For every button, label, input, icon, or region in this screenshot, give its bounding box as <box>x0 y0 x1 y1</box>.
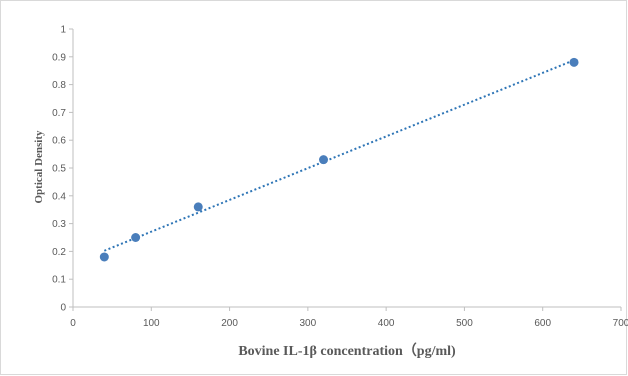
x-tick-label: 300 <box>300 318 317 329</box>
y-tick-label: 0.9 <box>52 52 66 63</box>
y-tick-label: 0.8 <box>52 80 66 91</box>
data-point <box>131 233 141 242</box>
y-tick-label: 0.6 <box>52 136 66 147</box>
y-axis-label: Optical Density <box>33 130 45 204</box>
x-tick-label: 700 <box>613 318 628 329</box>
tick-labels-group: 0 0.1 0.2 0.3 0.4 0.5 0.6 0.7 0.8 0.9 1 0 100 200 300 4… <box>52 25 628 330</box>
y-tick-label: 0.5 <box>52 164 66 175</box>
x-tick-label: 100 <box>143 318 160 329</box>
x-tick-label: 600 <box>534 318 551 329</box>
data-point <box>319 155 329 165</box>
data-point <box>99 252 109 262</box>
x-tick-label: 400 <box>378 318 395 329</box>
y-tick-label: 0.3 <box>52 219 66 230</box>
y-tick-label: 0 <box>60 303 66 314</box>
y-tick-label: 1 <box>60 25 66 36</box>
y-tick-label: 0.2 <box>52 247 66 258</box>
data-point <box>193 202 203 212</box>
x-tick-label: 200 <box>221 318 238 329</box>
x-tick-label: 500 <box>456 318 473 329</box>
data-points-group <box>99 57 579 262</box>
data-point <box>569 57 579 67</box>
y-tick-label: 0.7 <box>52 108 66 119</box>
x-tick-label: 0 <box>70 318 76 329</box>
axes-group <box>69 28 622 311</box>
y-tick-label: 0.4 <box>52 191 66 202</box>
trendline-group <box>103 59 575 252</box>
x-axis-label: Bovine IL-1β concentration（pg/ml) <box>238 343 456 359</box>
y-tick-label: 0.1 <box>52 275 66 286</box>
trendline <box>103 59 575 252</box>
